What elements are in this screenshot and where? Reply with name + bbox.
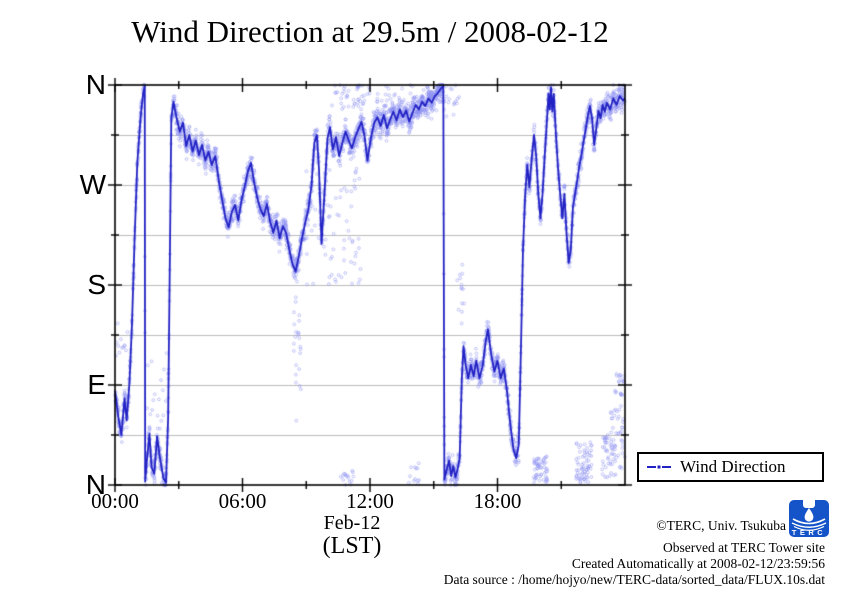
terc-logo-icon: TERC (789, 500, 829, 537)
legend-label: Wind Direction (680, 457, 786, 476)
y-tick-label: E (87, 369, 106, 400)
data-source-text: Data source : /home/hojyo/new/TERC-data/… (443, 572, 825, 587)
y-tick-label: S (87, 269, 106, 300)
created-at-text: Created Automatically at 2008-02-12/23:5… (571, 556, 825, 571)
legend: Wind Direction (637, 452, 824, 482)
x-tick-label: 18:00 (473, 489, 522, 513)
x-tick-label: 12:00 (346, 489, 394, 513)
y-tick-label: W (79, 169, 106, 200)
x-axis-date-label: Feb-12 (323, 512, 381, 534)
y-tick-label: N (85, 469, 106, 500)
chart-title: Wind Direction at 29.5m / 2008-02-12 (131, 14, 609, 49)
terc-logo-text: TERC (792, 528, 826, 537)
x-axis-unit-label: (LST) (322, 533, 382, 559)
x-tick-label: 00:00 (91, 489, 139, 513)
observed-at-text: Observed at TERC Tower site (662, 540, 825, 555)
x-tick-label: 06:00 (218, 489, 267, 513)
copyright-text: ©TERC, Univ. Tsukuba (656, 518, 786, 533)
y-tick-label: N (85, 69, 106, 100)
legend-line-sample-icon (647, 465, 671, 469)
